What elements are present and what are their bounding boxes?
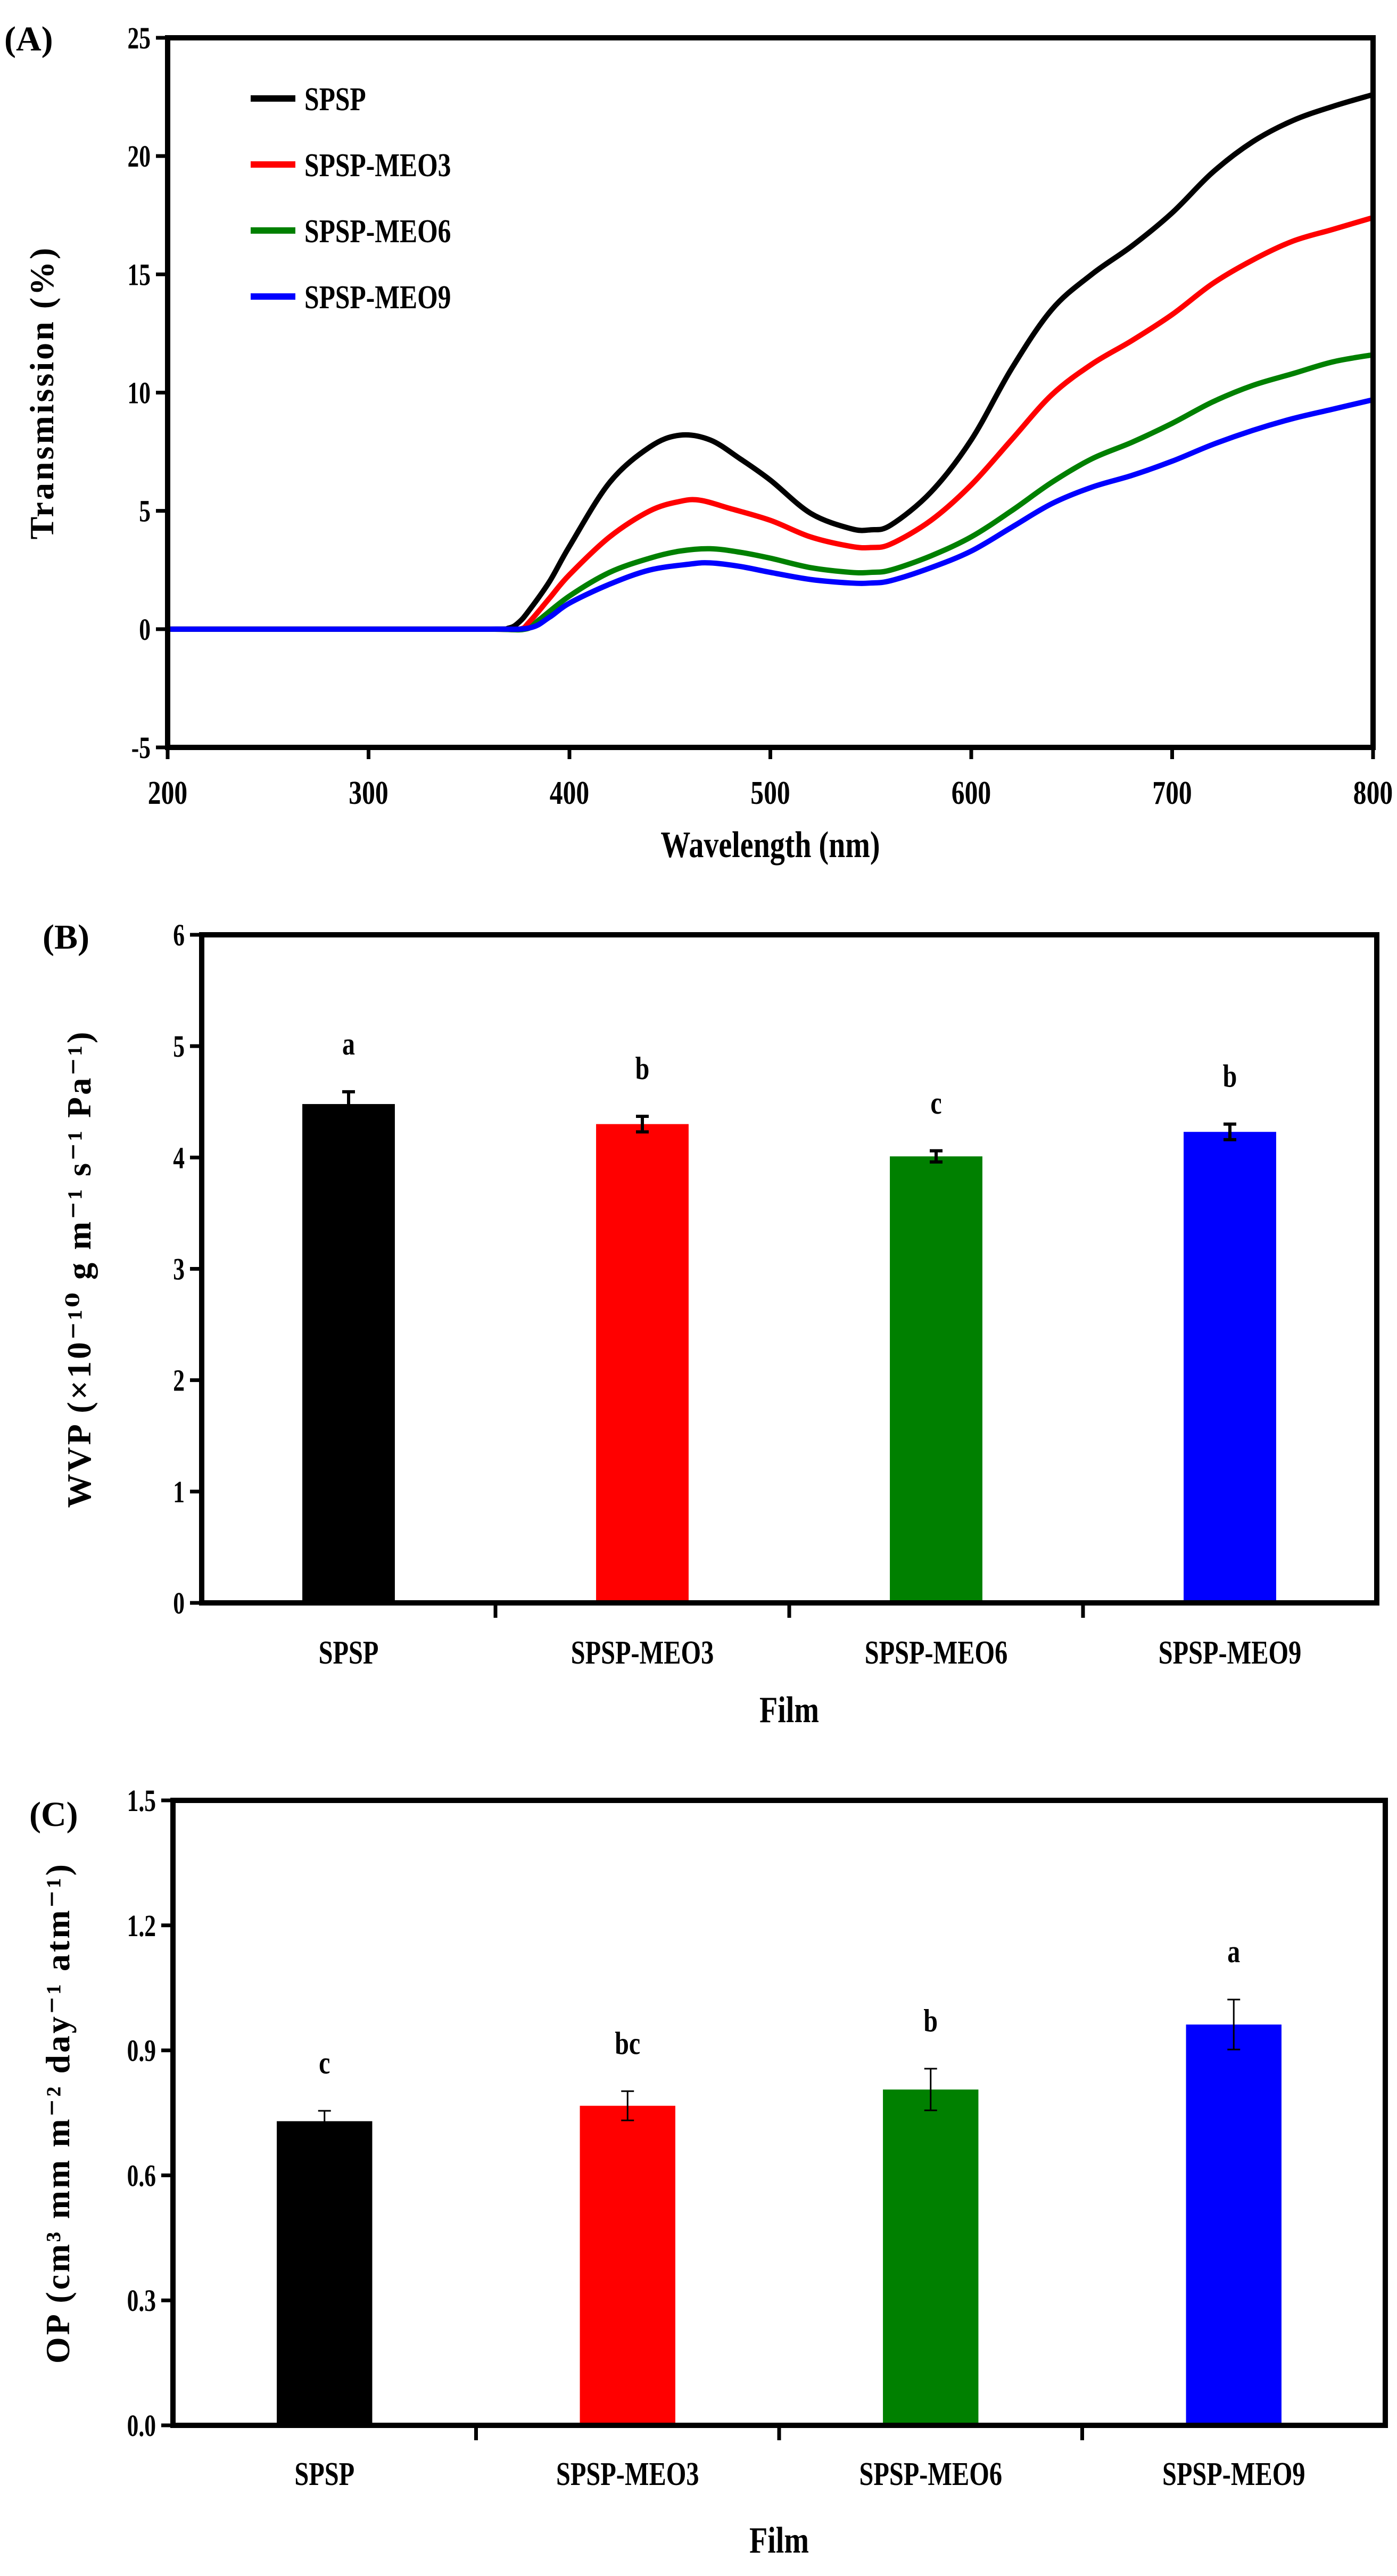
y-tick-label: 2 (173, 1364, 185, 1398)
x-tick-label: 400 (550, 775, 589, 811)
y-tick-label: 0.0 (127, 2409, 156, 2443)
bar-spsp-meo3 (596, 1124, 689, 1603)
x-tick-label: 500 (750, 775, 790, 811)
x-tick-label: 600 (952, 775, 991, 811)
x-tick-label: SPSP-MEO6 (865, 1634, 1008, 1671)
legend-item: SPSP-MEO9 (251, 279, 451, 316)
y-axis-title: WVP (×10⁻¹⁰ g m⁻¹ s⁻¹ Pa⁻¹) (60, 1030, 98, 1508)
series-line-spsp-meo9 (168, 397, 1374, 632)
y-tick-label: 1.5 (127, 1784, 156, 1818)
y-tick-label: 3 (173, 1253, 185, 1287)
legend-label: SPSP-MEO3 (304, 147, 451, 184)
y-tick-label: 1.2 (127, 1909, 156, 1943)
significance-label: b (1223, 1059, 1237, 1094)
x-tick-label: SPSP-MEO3 (556, 2456, 699, 2492)
significance-label: bc (615, 2026, 640, 2061)
bar-spsp-meo9 (1184, 1132, 1276, 1603)
x-axis-title: Wavelength (nm) (660, 824, 880, 865)
x-tick-label: 300 (349, 775, 388, 811)
x-tick-label: 200 (148, 775, 187, 811)
significance-label: b (635, 1051, 650, 1086)
x-axis-title: Film (749, 2520, 809, 2561)
x-tick-label: SPSP-MEO3 (571, 1634, 714, 1671)
y-tick-label: 10 (128, 376, 151, 410)
legend-label: SPSP-MEO6 (304, 213, 451, 250)
panel-label: (B) (43, 918, 89, 957)
legend-item: SPSP-MEO3 (251, 147, 451, 184)
legend-label: SPSP-MEO9 (304, 279, 451, 316)
y-tick-label: 5 (139, 495, 151, 529)
x-tick-label: SPSP-MEO9 (1162, 2456, 1305, 2492)
series-line-spsp-meo6 (168, 352, 1374, 633)
x-tick-label: SPSP (294, 2456, 354, 2492)
y-tick-label: 0.6 (127, 2159, 156, 2193)
x-tick-label: SPSP-MEO9 (1159, 1634, 1302, 1671)
y-tick-label: 1 (173, 1475, 185, 1509)
y-axis-title: OP (cm³ mm m⁻² day⁻¹ atm⁻¹) (39, 1862, 77, 2364)
y-tick-label: 0.9 (127, 2034, 156, 2068)
chart-panel-1: (A) -5 0 5 10 15 20 25 Transmission (%) Wavelengt… (4, 20, 1393, 865)
x-tick-label: 700 (1152, 775, 1192, 811)
chart-panel-2: (B) 0 1 2 3 4 5 6 WVP (×10⁻¹⁰ g m⁻¹ s⁻¹ Pa⁻¹) Fil… (43, 918, 1379, 1730)
y-tick-label: 25 (128, 21, 151, 55)
legend-label: SPSP (304, 81, 366, 118)
y-tick-label: 0 (173, 1586, 185, 1620)
x-tick-label: 800 (1353, 775, 1393, 811)
y-tick-label: 6 (173, 918, 185, 952)
significance-label: a (1227, 1934, 1240, 1969)
bar-spsp-meo3 (580, 2105, 675, 2425)
plot-frame (170, 1798, 1388, 2428)
y-axis-title: Transmission (%) (23, 246, 61, 540)
significance-label: a (342, 1026, 355, 1061)
y-tick-label: -5 (131, 731, 151, 765)
x-axis-title: Film (759, 1689, 819, 1730)
panel-label: (A) (4, 20, 53, 59)
bar-spsp (302, 1104, 395, 1603)
legend-item: SPSP-MEO6 (251, 213, 451, 250)
series-line-spsp (168, 92, 1374, 632)
bar-spsp-meo6 (890, 1156, 982, 1603)
chart-panel-3: (C) 0.0 0.3 0.6 0.9 1.2 1.5 OP (cm³ mm m⁻² day⁻… (29, 1784, 1388, 2561)
significance-label: b (923, 2003, 938, 2038)
y-tick-label: 15 (128, 258, 151, 292)
plot-frame (199, 932, 1379, 1606)
y-tick-label: 0.3 (127, 2284, 156, 2318)
x-tick-label: SPSP-MEO6 (859, 2456, 1002, 2492)
bar-spsp-meo9 (1186, 2024, 1282, 2425)
bar-spsp (277, 2121, 373, 2425)
significance-label: c (930, 1085, 941, 1121)
significance-label: c (319, 2045, 330, 2080)
bar-spsp-meo6 (883, 2089, 979, 2425)
legend-item: SPSP (251, 81, 366, 118)
plot-frame (165, 35, 1376, 750)
panel-label: (C) (29, 1795, 78, 1834)
y-tick-label: 0 (139, 613, 151, 647)
x-tick-label: SPSP (319, 1634, 379, 1671)
y-tick-label: 5 (173, 1030, 185, 1064)
y-tick-label: 20 (128, 139, 151, 174)
y-tick-label: 4 (173, 1141, 185, 1175)
